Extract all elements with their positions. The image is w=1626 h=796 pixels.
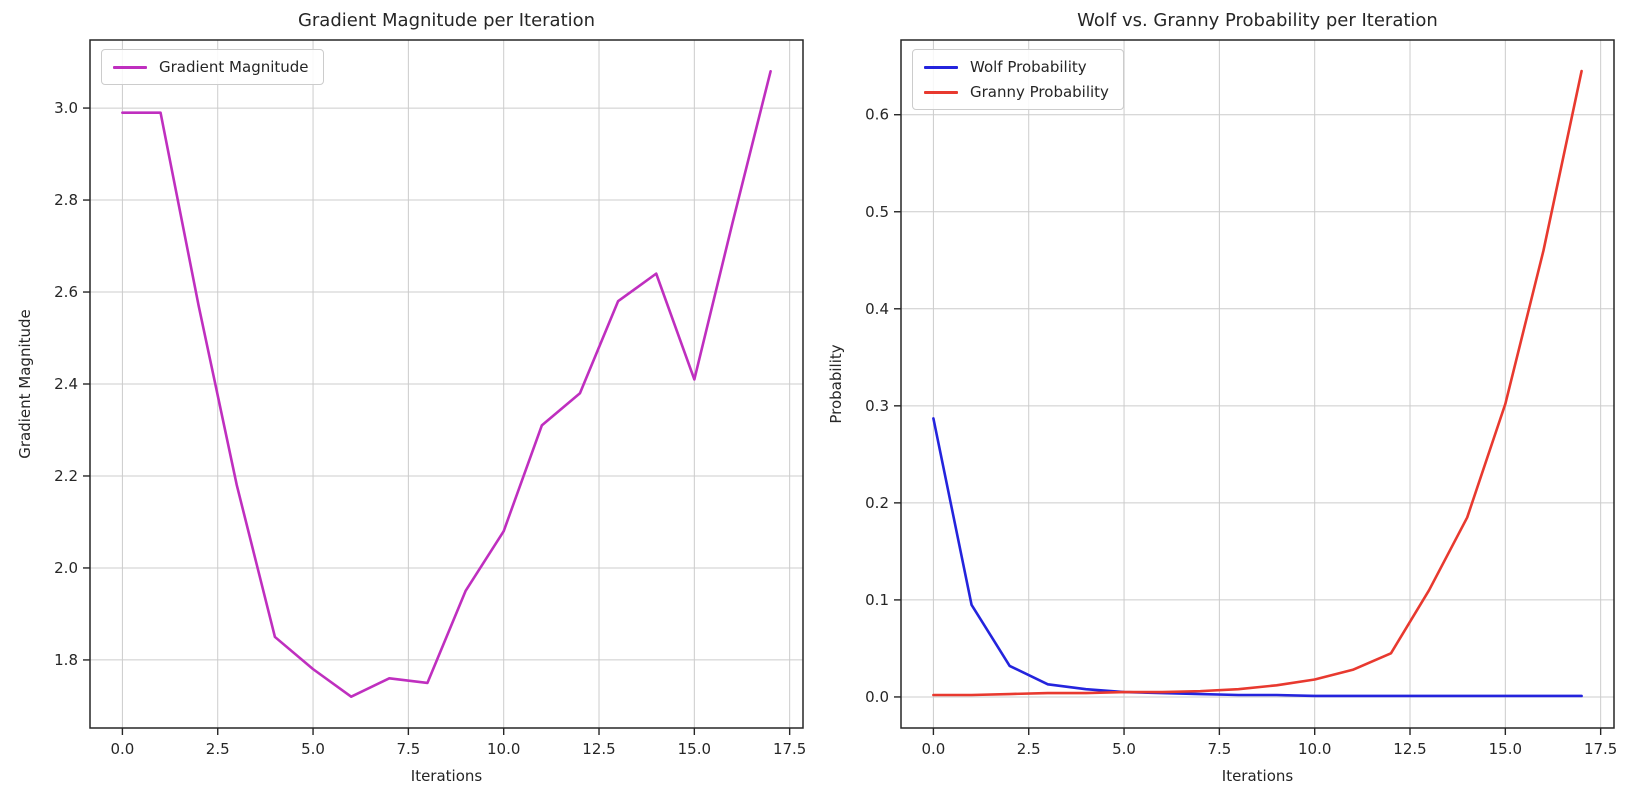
grid-lines <box>90 40 803 728</box>
chart-title: Gradient Magnitude per Iteration <box>297 10 596 31</box>
legend-entry: Granny Probability <box>924 83 1109 101</box>
x-tick-label: 12.5 <box>582 740 615 758</box>
legend-entry: Gradient Magnitude <box>113 58 309 76</box>
x-tick-label: 7.5 <box>396 740 420 758</box>
x-tick-labels: 0.0 2.5 5.0 7.5 10.0 12.5 15.0 17.5 <box>921 740 1617 758</box>
series-line-granny-probability <box>932 69 1583 697</box>
wolf-granny-plot-area: 0.0 2.5 5.0 7.5 10.0 12.5 15.0 17.5 0.0 0.1 0.2 0.3… <box>865 39 1617 758</box>
legend: Gradient Magnitude <box>101 49 324 85</box>
legend-entry: Wolf Probability <box>924 58 1109 76</box>
legend-label: Wolf Probability <box>970 58 1087 76</box>
y-tick-labels: 0.0 0.1 0.2 0.3 0.4 0.5 0.6 <box>865 106 889 706</box>
y-tick-label: 2.6 <box>54 283 78 301</box>
y-tick-label: 3.0 <box>54 99 78 117</box>
legend-line-swatch <box>113 65 147 69</box>
x-tick-label: 0.0 <box>110 740 134 758</box>
x-tick-label: 7.5 <box>1207 740 1231 758</box>
y-tick-labels: 1.8 2.0 2.2 2.4 2.6 2.8 3.0 <box>54 99 78 669</box>
x-axis-label: Iterations <box>410 767 483 785</box>
x-tick-label: 2.5 <box>206 740 230 758</box>
y-tick-label: 0.2 <box>865 494 889 512</box>
x-tick-labels: 0.0 2.5 5.0 7.5 10.0 12.5 15.0 17.5 <box>110 740 806 758</box>
legend-label: Granny Probability <box>970 83 1109 101</box>
series-line-wolf-probability <box>932 417 1583 698</box>
legend-label: Gradient Magnitude <box>159 58 309 76</box>
legend-line-swatch <box>924 90 958 94</box>
x-tick-label: 10.0 <box>1298 740 1331 758</box>
y-tick-label: 0.4 <box>865 300 889 318</box>
x-axis-label: Iterations <box>1221 767 1294 785</box>
x-tick-label: 2.5 <box>1017 740 1041 758</box>
y-axis-label: Gradient Magnitude <box>16 309 34 459</box>
y-tick-label: 0.6 <box>865 106 889 124</box>
y-tick-label: 0.5 <box>865 203 889 221</box>
tick-marks <box>894 114 1602 735</box>
x-tick-label: 0.0 <box>921 740 945 758</box>
chart-title: Wolf vs. Granny Probability per Iteratio… <box>1077 10 1438 31</box>
x-tick-label: 17.5 <box>1584 740 1617 758</box>
y-tick-label: 2.4 <box>54 375 78 393</box>
x-tick-label: 12.5 <box>1393 740 1426 758</box>
grid-lines <box>901 40 1614 728</box>
y-axis-label: Probability <box>827 344 845 424</box>
legend: Wolf Probability Granny Probability <box>912 49 1124 110</box>
tick-marks <box>83 107 791 735</box>
y-tick-label: 0.0 <box>865 688 889 706</box>
y-tick-label: 1.8 <box>54 651 78 669</box>
x-tick-label: 10.0 <box>487 740 520 758</box>
y-tick-label: 2.2 <box>54 467 78 485</box>
axes-spines <box>89 39 804 729</box>
y-tick-label: 2.0 <box>54 559 78 577</box>
y-tick-label: 0.1 <box>865 591 889 609</box>
legend-line-swatch <box>924 65 958 69</box>
y-tick-label: 0.3 <box>865 397 889 415</box>
subplot-gradient-magnitude: 0.0 2.5 5.0 7.5 10.0 12.5 15.0 17.5 1.8 2.0 2.2 2.4… <box>16 10 806 785</box>
x-tick-label: 17.5 <box>773 740 806 758</box>
axes-spines <box>900 39 1615 729</box>
x-tick-label: 5.0 <box>1112 740 1136 758</box>
y-tick-label: 2.8 <box>54 191 78 209</box>
x-tick-label: 15.0 <box>1489 740 1522 758</box>
x-tick-label: 15.0 <box>678 740 711 758</box>
x-tick-label: 5.0 <box>301 740 325 758</box>
subplot-wolf-granny-probability: 0.0 2.5 5.0 7.5 10.0 12.5 15.0 17.5 0.0 0.1 0.2 0.3… <box>811 0 1624 796</box>
series-line-gradient-magnitude <box>121 69 772 699</box>
gradient-magnitude-plot-area: 0.0 2.5 5.0 7.5 10.0 12.5 15.0 17.5 1.8 2.0 2.2 2.4… <box>54 39 806 758</box>
